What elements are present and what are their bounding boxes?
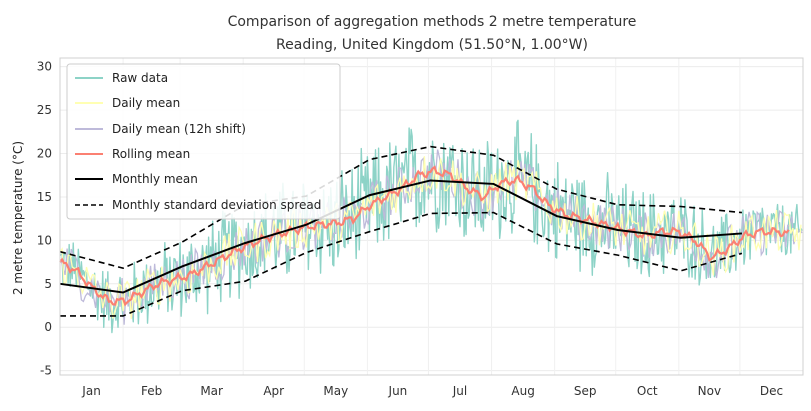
y-tick-label: 10 — [37, 233, 52, 247]
x-tick-label: Nov — [698, 384, 721, 398]
legend-label-monthly-mean: Monthly mean — [112, 172, 198, 186]
x-tick-label: Jul — [452, 384, 467, 398]
x-tick-label: Sep — [574, 384, 597, 398]
y-tick-label: 30 — [37, 60, 52, 74]
legend-label-raw-data: Raw data — [112, 71, 168, 85]
y-tick-label: 15 — [37, 190, 52, 204]
y-tick-label: 25 — [37, 103, 52, 117]
legend-label-std-spread: Monthly standard deviation spread — [112, 198, 321, 212]
chart-title: Comparison of aggregation methods 2 metr… — [228, 14, 637, 30]
x-tick-label: Oct — [637, 384, 658, 398]
x-tick-label: Dec — [760, 384, 783, 398]
rolling-mean-line — [59, 165, 790, 307]
x-tick-labels: Jan Feb Mar Apr May Jun Jul Aug Sep Oct Nov Dec — [81, 384, 783, 398]
y-tick-label: -5 — [40, 364, 52, 378]
x-tick-label: Apr — [263, 384, 284, 398]
x-tick-label: May — [323, 384, 348, 398]
x-tick-label: Aug — [511, 384, 534, 398]
x-tick-label: Jun — [388, 384, 408, 398]
daily-mean-line — [59, 156, 802, 319]
y-axis-label: 2 metre temperature (°C) — [11, 141, 25, 295]
x-tick-label: Feb — [141, 384, 162, 398]
y-tick-label: 5 — [44, 277, 52, 291]
x-tick-label: Mar — [200, 384, 223, 398]
monthly-mean-line — [59, 179, 743, 294]
legend: Raw data Daily mean Daily mean (12h shif… — [66, 63, 341, 220]
legend-label-rolling-mean: Rolling mean — [112, 147, 190, 161]
legend-label-daily-mean-shift: Daily mean (12h shift) — [112, 122, 246, 136]
chart-subtitle: Reading, United Kingdom (51.50°N, 1.00°W… — [276, 37, 588, 53]
legend-label-daily-mean: Daily mean — [112, 96, 180, 110]
y-tick-label: 0 — [44, 320, 52, 334]
legend-box — [66, 63, 341, 220]
y-tick-labels: -5 0 5 10 15 20 25 30 — [37, 60, 52, 378]
plot-frame — [59, 57, 804, 376]
x-tick-label: Jan — [81, 384, 101, 398]
std-lower-line — [60, 211, 743, 317]
series-layer — [59, 119, 803, 334]
y-tick-label: 20 — [37, 147, 52, 161]
